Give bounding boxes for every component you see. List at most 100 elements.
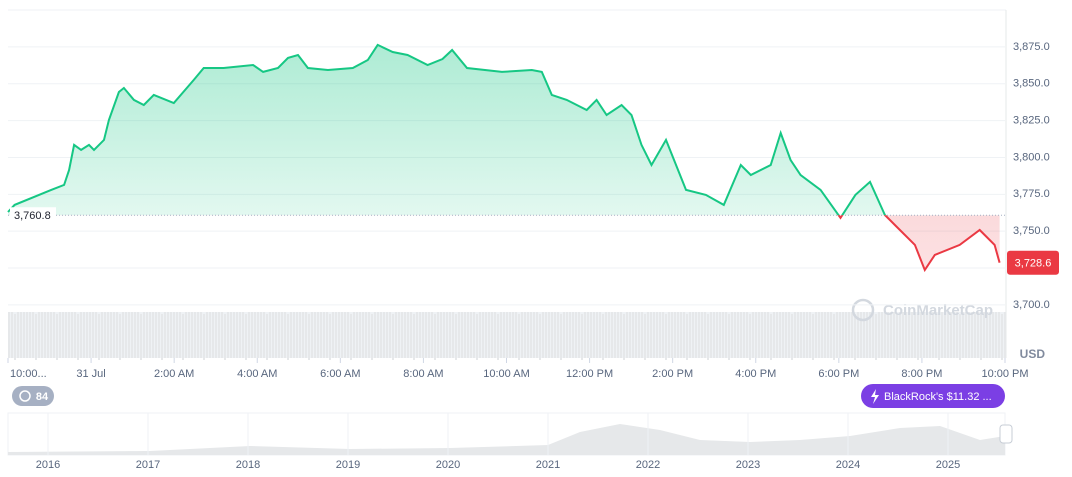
volume-bar [275,312,277,358]
volume-bar [95,312,97,358]
volume-bar [353,312,355,358]
volume-bar [8,312,10,358]
volume-bar [23,312,25,358]
volume-bar [425,312,427,358]
volume-bar [884,312,886,358]
volume-bar [260,312,262,358]
volume-bar [461,312,463,358]
volume-bar [806,312,808,358]
volume-bar [668,312,670,358]
volume-bar [362,312,364,358]
volume-bar [212,312,214,358]
volume-bar [776,312,778,358]
news-badge[interactable] [861,384,1005,408]
volume-bar [824,312,826,358]
year-label: 2018 [236,459,260,471]
x-tick-label: 2:00 PM [652,368,693,380]
volume-bar [896,314,898,360]
volume-bar [281,312,283,358]
volume-bar [977,312,979,358]
history-count: 84 [36,391,49,403]
volume-bar [233,312,235,358]
volume-bar [845,312,847,358]
volume-bar [188,312,190,358]
volume-bar [338,312,340,358]
volume-bar [761,312,763,358]
volume-bar [593,312,595,358]
volume-bar [812,314,814,360]
volume-bar [125,312,127,358]
volume-bar [950,312,952,358]
year-label: 2025 [936,459,960,471]
volume-bar [293,312,295,358]
volume-bar [269,312,271,358]
volume-bar [26,312,28,358]
volume-bar [728,314,730,360]
volume-bar [176,312,178,358]
volume-bar [746,312,748,358]
volume-bar [752,312,754,358]
volume-bar [41,312,43,358]
volume-bar [830,312,832,358]
volume-bar [656,312,658,358]
volume-bar [719,312,721,358]
volume-bar [968,312,970,358]
volume-bar [632,312,634,358]
volume-bar [905,312,907,358]
volume-bar [359,312,361,358]
volume-bar [341,312,343,358]
volume-bar [56,314,58,360]
volume-bar [332,312,334,358]
volume-bar [194,312,196,358]
volume-bar [524,312,526,358]
volume-bar [608,312,610,358]
volume-bar [860,312,862,358]
y-tick-label: 3,800.0 [1013,151,1050,163]
volume-bar [842,312,844,358]
volume-bar [71,312,73,358]
volume-bar [533,312,535,358]
volume-bar [452,312,454,358]
volume-bar [467,312,469,358]
year-label: 2017 [136,459,160,471]
volume-bar [518,314,520,360]
volume-bar [368,312,370,358]
volume-bar [464,312,466,358]
volume-bar [866,312,868,358]
volume-bar [65,312,67,358]
volume-bar [557,312,559,358]
volume-bar [311,312,313,358]
volume-bar [50,312,52,358]
volume-bar [875,314,877,360]
volume-bar [989,312,991,358]
x-tick-label: 12:00 PM [566,368,613,380]
volume-bar [743,312,745,358]
volume-bar [146,312,148,358]
volume-bar [926,312,928,358]
volume-bar [983,312,985,358]
volume-bar [788,312,790,358]
volume-bar [899,312,901,358]
volume-bar [59,312,61,358]
volume-bar [503,312,505,358]
volume-bar [584,312,586,358]
volume-bar [641,312,643,358]
volume-bar [137,312,139,358]
volume-bar [158,312,160,358]
volume-bar [440,312,442,358]
x-tick-label: 4:00 AM [237,368,277,380]
volume-bar [683,312,685,358]
volume-bar [581,314,583,360]
volume-bar [320,312,322,358]
navigator-handle[interactable] [999,424,1013,444]
volume-bar [164,312,166,358]
volume-bar [686,314,688,360]
volume-bar [965,312,967,358]
volume-bar [32,312,34,358]
volume-bar [755,312,757,358]
volume-bar [833,314,835,360]
volume-band [8,312,1006,360]
volume-bar [344,312,346,358]
volume-bar [299,312,301,358]
volume-bar [725,312,727,358]
